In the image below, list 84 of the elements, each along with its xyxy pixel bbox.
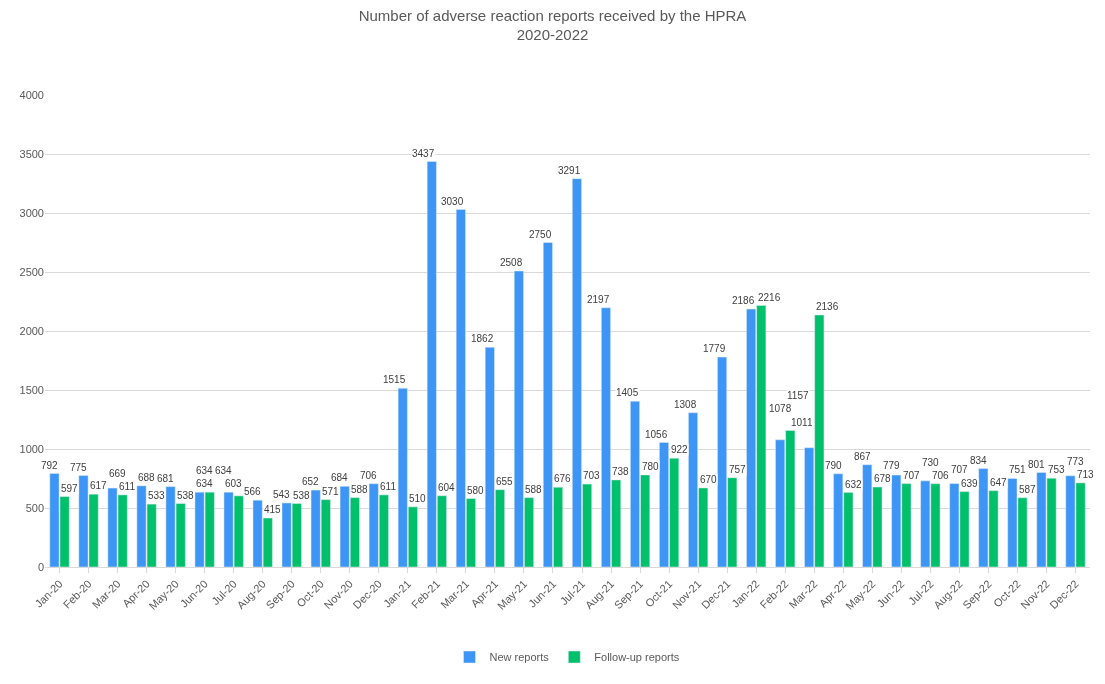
data-label: 676: [554, 473, 572, 484]
data-label: 2197: [587, 294, 610, 305]
data-label: 2186: [732, 295, 755, 306]
data-label: 773: [1067, 456, 1085, 467]
data-label: 611: [380, 481, 397, 492]
data-label: 1779: [703, 343, 726, 354]
data-label: 730: [922, 457, 940, 468]
data-label: 1056: [645, 429, 668, 440]
legend-label: Follow-up reports: [594, 651, 680, 664]
y-tick-label: 3000: [19, 206, 44, 219]
data-label: 688: [138, 472, 156, 483]
data-label: 510: [409, 493, 427, 504]
data-label: 713: [1077, 469, 1095, 480]
data-label: 655: [496, 476, 514, 487]
data-label: 1515: [383, 374, 406, 385]
data-label: 706: [932, 470, 950, 481]
data-label: 670: [700, 474, 718, 485]
data-label: 580: [467, 485, 485, 496]
data-label: 588: [525, 484, 543, 495]
y-tick-label: 0: [37, 560, 44, 573]
data-label: 1157: [787, 390, 809, 401]
data-label: 922: [671, 444, 689, 455]
data-label: 3030: [441, 196, 464, 207]
data-label: 775: [70, 462, 88, 473]
data-label: 588: [351, 484, 369, 495]
data-label: 779: [883, 460, 901, 471]
data-label: 543: [273, 489, 291, 500]
data-label: 703: [583, 470, 601, 481]
data-label: 587: [1019, 484, 1037, 495]
data-label: 634: [196, 465, 214, 476]
chart-title: Number of adverse reaction reports received by the HPRA 2020-2022: [358, 6, 747, 44]
data-label: 652: [302, 476, 320, 487]
data-label: 790: [825, 460, 843, 471]
data-label: 538: [177, 490, 195, 501]
data-label: 634: [215, 465, 233, 476]
data-label: 867: [854, 451, 872, 462]
data-label: 738: [612, 466, 630, 477]
y-tick-label: 2500: [19, 265, 44, 278]
data-label: 603: [225, 478, 243, 489]
data-label: 834: [970, 455, 988, 466]
data-label: 2216: [758, 292, 781, 303]
data-label: 706: [360, 470, 378, 481]
data-label: 751: [1009, 464, 1027, 475]
data-label: 571: [322, 486, 340, 497]
data-label: 1308: [674, 399, 697, 410]
data-label: 684: [331, 472, 349, 483]
data-label: 801: [1028, 459, 1046, 470]
data-label: 611: [119, 481, 136, 492]
data-label: 757: [729, 464, 747, 475]
data-label: 617: [90, 480, 108, 491]
data-label: 634: [196, 478, 214, 489]
data-label: 604: [438, 482, 456, 493]
data-label: 3291: [558, 165, 581, 176]
y-tick-label: 2000: [19, 324, 44, 337]
data-label: 415: [264, 504, 282, 515]
data-label: 2750: [529, 229, 552, 240]
data-label: 566: [244, 486, 262, 497]
data-label: 1011: [791, 417, 813, 428]
data-label: 678: [874, 473, 892, 484]
data-label: 632: [845, 479, 863, 490]
data-label: 2508: [500, 257, 523, 268]
data-label: 1862: [471, 333, 494, 344]
y-tick-label: 1500: [19, 383, 44, 396]
y-tick-label: 1000: [19, 442, 44, 455]
data-label: 1405: [616, 387, 639, 398]
data-label: 3437: [412, 148, 435, 159]
y-tick-label: 3500: [19, 147, 44, 160]
legend-label: New reports: [489, 651, 550, 664]
data-label: 1078: [769, 403, 792, 414]
data-label: 707: [951, 464, 969, 475]
data-label: 669: [109, 468, 127, 479]
data-label: 753: [1048, 464, 1066, 475]
data-label: 792: [41, 460, 59, 471]
y-tick-label: 500: [25, 501, 44, 514]
data-label: 780: [642, 461, 660, 472]
data-label: 707: [903, 470, 921, 481]
data-label: 2136: [816, 301, 839, 312]
data-label: 597: [61, 483, 79, 494]
data-label: 538: [293, 490, 311, 501]
data-label: 639: [961, 478, 979, 489]
data-label: 681: [157, 473, 175, 484]
data-label: 647: [990, 477, 1008, 488]
data-label: 533: [148, 490, 166, 501]
y-tick-label: 4000: [19, 88, 44, 101]
